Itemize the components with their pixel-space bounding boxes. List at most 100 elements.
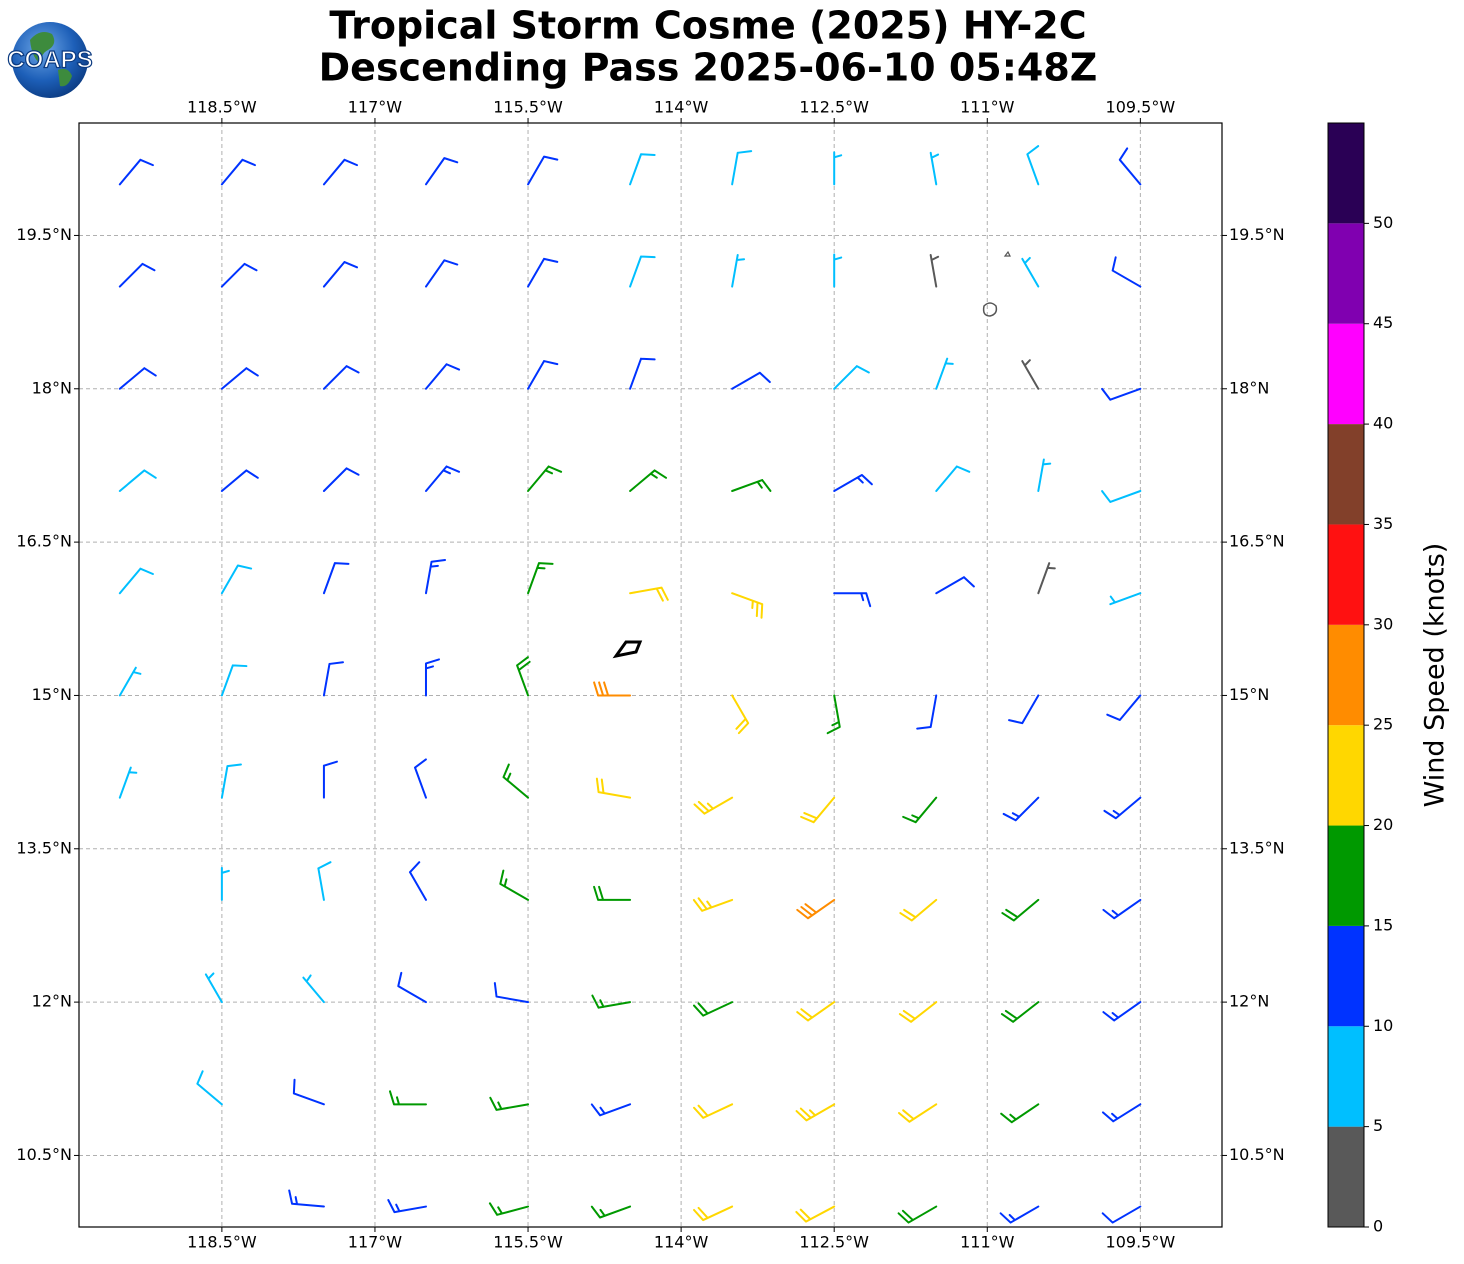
wind-barb	[1111, 256, 1142, 288]
colorbar-tick-label: 20	[1373, 815, 1393, 834]
wind-barb	[1103, 796, 1142, 820]
wind-barb	[288, 1189, 325, 1208]
colorbar-segment	[1328, 1026, 1364, 1127]
wind-barb	[322, 261, 359, 288]
wind-barb	[488, 1202, 530, 1216]
x-tick-label: 117°W	[348, 1233, 403, 1252]
colorbar-tick-label: 50	[1373, 213, 1393, 232]
wind-barb	[826, 694, 841, 735]
colorbar-segment	[1328, 524, 1364, 625]
wind-barb	[424, 559, 447, 595]
wind-barb	[595, 777, 632, 799]
wind-barb	[1021, 359, 1040, 390]
wind-barb	[1001, 898, 1040, 922]
logo-text: COAPS	[7, 46, 92, 73]
wind-barb	[591, 994, 632, 1009]
wind-barb	[424, 157, 459, 186]
wind-barb	[118, 367, 157, 390]
wind-barb	[499, 869, 530, 901]
wind-barb	[693, 1001, 734, 1017]
wind-barb	[204, 972, 223, 1004]
colorbar-segment	[1328, 825, 1364, 926]
wind-barb	[1118, 147, 1142, 186]
wind-barb	[118, 567, 154, 595]
wind-barb	[1101, 1103, 1142, 1123]
island-outline	[1003, 250, 1011, 257]
x-tick-label: 112.5°W	[799, 1233, 869, 1252]
wind-barb	[387, 1199, 427, 1214]
x-tick-label: 114°W	[654, 1233, 709, 1252]
wind-barb	[999, 1205, 1040, 1224]
wind-barb	[629, 586, 669, 602]
wind-barb	[1101, 387, 1142, 401]
wind-barb	[322, 760, 338, 799]
x-tick-label: 115.5°W	[493, 1233, 563, 1252]
x-tick-label: 118.5°W	[187, 98, 257, 117]
colorbar-tick-label: 40	[1373, 414, 1393, 433]
wind-barb	[796, 1001, 836, 1022]
y-tick-label: 10.5°N	[16, 1145, 72, 1164]
y-tick-label: 12°N	[1229, 992, 1269, 1011]
wind-barb	[527, 465, 563, 492]
wind-barb	[493, 982, 530, 1004]
wind-barb	[935, 465, 971, 492]
wind-barb	[629, 153, 656, 186]
wind-barb	[1021, 256, 1040, 288]
wind-barb	[414, 758, 427, 799]
colorbar-segment	[1328, 223, 1364, 324]
wind-barb	[731, 592, 764, 619]
colorbar-tick-label: 0	[1373, 1217, 1383, 1236]
wind-barb	[593, 681, 632, 697]
wind-barb	[322, 562, 350, 595]
y-tick-label: 18°N	[32, 378, 72, 397]
wind-barb	[527, 562, 554, 595]
wind-barb	[220, 158, 256, 186]
wind-barb	[220, 469, 259, 492]
y-tick-label: 15°N	[1229, 685, 1269, 704]
wind-barb	[929, 151, 940, 186]
colorbar-segment	[1328, 925, 1364, 1027]
x-tick-label: 117°W	[348, 98, 403, 117]
x-tick-label: 111°W	[960, 98, 1015, 117]
colorbar-label: Wind Speed (knots)	[1420, 543, 1451, 808]
colorbar-frame	[1327, 122, 1365, 1228]
wind-barb	[502, 763, 530, 799]
x-tick-label: 109.5°W	[1106, 1233, 1176, 1252]
wind-barb	[929, 254, 940, 288]
wind-barb	[322, 661, 344, 697]
wind-barb	[693, 796, 734, 815]
wind-barb	[118, 666, 142, 697]
wind-barb	[916, 694, 938, 730]
colorbar-tick-label: 5	[1373, 1116, 1383, 1135]
wind-barb	[731, 254, 746, 288]
wind-barb	[1102, 1001, 1142, 1022]
wind-barb	[795, 1103, 836, 1122]
x-tick-label: 118.5°W	[187, 1233, 257, 1252]
center-contour	[612, 640, 643, 659]
wind-barb	[590, 1103, 632, 1117]
wind-barb	[220, 664, 248, 697]
wind-barb	[220, 866, 230, 901]
wind-barb	[118, 158, 154, 186]
x-tick-label: 112.5°W	[799, 98, 869, 117]
wind-barb	[692, 897, 734, 912]
wind-barb	[220, 367, 259, 390]
wind-barb	[897, 1103, 938, 1123]
wind-barb	[118, 766, 138, 799]
island-outline	[982, 302, 998, 317]
colorbar-segment	[1328, 725, 1364, 826]
wind-barb	[527, 155, 559, 186]
wind-barb	[1101, 1205, 1142, 1224]
wind-barb	[196, 1070, 223, 1106]
wind-barb	[302, 974, 325, 1004]
barb-field	[118, 145, 1142, 1224]
wind-barb	[800, 796, 836, 824]
x-tick-label: 109.5°W	[1106, 98, 1176, 117]
wind-barb	[527, 257, 559, 288]
wind-barb	[397, 971, 427, 1004]
map-frame	[78, 122, 1223, 1228]
wind-barb	[590, 1205, 632, 1219]
wind-barb	[902, 796, 938, 824]
wind-barb	[322, 365, 360, 390]
y-tick-label: 15°N	[32, 685, 72, 704]
